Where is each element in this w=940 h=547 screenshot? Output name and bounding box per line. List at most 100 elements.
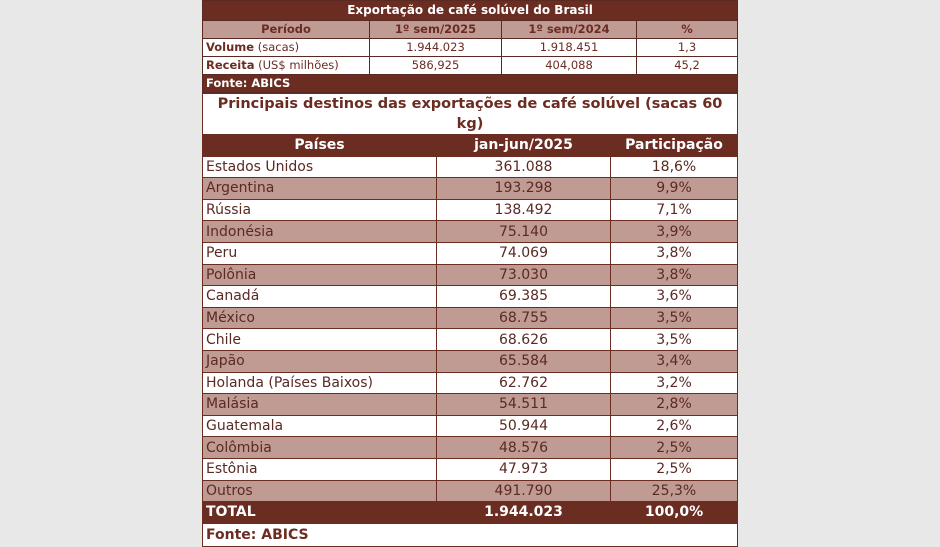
country-cell: Polônia (202, 263, 437, 287)
share-cell: 3,5% (610, 306, 738, 330)
destinations-body: Estados Unidos 361.088 18,6% Argentina 193.2… (202, 155, 738, 503)
cell-value: 1,3 (635, 38, 739, 57)
table-row: Colômbia 48.576 2,5% (202, 436, 738, 459)
table-row: Malásia 54.511 2,8% (202, 393, 738, 416)
summary-table: Exportação de café solúvel do Brasil Per… (201, 0, 739, 93)
table-row: Holanda (Países Baixos) 62.762 3,2% (202, 371, 738, 395)
country-cell: Indonésia (202, 220, 437, 243)
share-cell: 3,5% (610, 328, 738, 351)
header-sem-2024: 1º sem/2024 (501, 20, 637, 39)
volume-cell: 138.492 (436, 198, 611, 222)
summary-source-row: Fonte: ABICS (201, 74, 739, 93)
volume-cell: 65.584 (436, 349, 611, 373)
row-label: Volume (sacas) (202, 38, 370, 57)
volume-cell: 69.385 (436, 285, 611, 308)
header-percent: % (635, 20, 739, 39)
table-row: Chile 68.626 3,5% (202, 328, 738, 351)
volume-cell: 62.762 (436, 371, 611, 395)
table-row: Estônia 47.973 2,5% (202, 457, 738, 481)
country-cell: México (202, 306, 437, 330)
row-label: Receita (US$ milhões) (202, 56, 370, 75)
volume-cell: 48.576 (436, 436, 611, 459)
destinations-table: Principais destinos das exportações de c… (202, 93, 738, 547)
table-row: Rússia 138.492 7,1% (202, 198, 738, 222)
volume-cell: 68.626 (436, 328, 611, 351)
table-row: Canadá 69.385 3,6% (202, 285, 738, 308)
table-row: México 68.755 3,5% (202, 306, 738, 330)
country-cell: Colômbia (202, 436, 437, 459)
summary-title: Exportação de café solúvel do Brasil (201, 0, 739, 21)
summary-row-volume: Volume (sacas) 1.944.023 1.918.451 1,3 (202, 38, 739, 57)
destinations-source: Fonte: ABICS (202, 522, 738, 547)
table-row: Estados Unidos 361.088 18,6% (202, 155, 738, 179)
share-cell: 25,3% (610, 479, 738, 503)
row-label-bold: Receita (206, 58, 255, 72)
share-cell: 3,8% (610, 241, 738, 265)
share-cell: 3,2% (610, 371, 738, 395)
share-cell: 18,6% (610, 155, 738, 179)
table-row: Japão 65.584 3,4% (202, 349, 738, 373)
share-cell: 2,8% (610, 393, 738, 416)
summary-title-row: Exportação de café solúvel do Brasil (201, 0, 739, 21)
volume-cell: 193.298 (436, 177, 611, 200)
destinations-title: Principais destinos das exportações de c… (202, 93, 738, 135)
volume-cell: 47.973 (436, 457, 611, 481)
table-row: Peru 74.069 3,8% (202, 241, 738, 265)
volume-cell: 75.140 (436, 220, 611, 243)
share-cell: 7,1% (610, 198, 738, 222)
share-cell: 3,4% (610, 349, 738, 373)
share-cell: 3,6% (610, 285, 738, 308)
table-row: Guatemala 50.944 2,6% (202, 414, 738, 438)
volume-cell: 73.030 (436, 263, 611, 287)
volume-cell: 50.944 (436, 414, 611, 438)
country-cell: Outros (202, 479, 437, 503)
country-cell: Estônia (202, 457, 437, 481)
header-period: Período (202, 20, 370, 39)
export-document: Exportação de café solúvel do Brasil Per… (201, 0, 739, 547)
header-jan-jun-2025: jan-jun/2025 (436, 134, 611, 157)
share-cell: 2,5% (610, 436, 738, 459)
header-countries: Países (202, 134, 437, 157)
table-row: Argentina 193.298 9,9% (202, 177, 738, 200)
volume-cell: 54.511 (436, 393, 611, 416)
country-cell: Chile (202, 328, 437, 351)
cell-value: 1.944.023 (369, 38, 502, 57)
row-label-unit: (sacas) (254, 40, 300, 54)
country-cell: Peru (202, 241, 437, 265)
destinations-header-row: Países jan-jun/2025 Participação (202, 134, 738, 157)
share-cell: 2,5% (610, 457, 738, 481)
destinations-source-row: Fonte: ABICS (202, 522, 738, 547)
share-cell: 2,6% (610, 414, 738, 438)
cell-value: 586,925 (369, 56, 502, 75)
share-cell: 9,9% (610, 177, 738, 200)
total-volume: 1.944.023 (436, 501, 611, 524)
country-cell: Holanda (Países Baixos) (202, 371, 437, 395)
destinations-title-row: Principais destinos das exportações de c… (202, 93, 738, 135)
country-cell: Japão (202, 349, 437, 373)
table-row: Polônia 73.030 3,8% (202, 263, 738, 287)
header-share: Participação (610, 134, 738, 157)
total-share: 100,0% (610, 501, 738, 524)
summary-source: Fonte: ABICS (201, 74, 739, 93)
volume-cell: 74.069 (436, 241, 611, 265)
row-label-bold: Volume (206, 40, 255, 54)
cell-value: 45,2 (635, 56, 739, 75)
share-cell: 3,8% (610, 263, 738, 287)
total-label: TOTAL (202, 501, 437, 524)
summary-header-row: Período 1º sem/2025 1º sem/2024 % (202, 20, 739, 39)
volume-cell: 491.790 (436, 479, 611, 503)
volume-cell: 68.755 (436, 306, 611, 330)
country-cell: Canadá (202, 285, 437, 308)
country-cell: Malásia (202, 393, 437, 416)
country-cell: Rússia (202, 198, 437, 222)
volume-cell: 361.088 (436, 155, 611, 179)
table-row: Indonésia 75.140 3,9% (202, 220, 738, 243)
header-sem-2025: 1º sem/2025 (369, 20, 502, 39)
cell-value: 404,088 (501, 56, 637, 75)
cell-value: 1.918.451 (501, 38, 637, 57)
country-cell: Guatemala (202, 414, 437, 438)
row-label-unit: (US$ milhões) (254, 58, 339, 72)
total-row: TOTAL 1.944.023 100,0% (202, 501, 738, 524)
share-cell: 3,9% (610, 220, 738, 243)
country-cell: Argentina (202, 177, 437, 200)
